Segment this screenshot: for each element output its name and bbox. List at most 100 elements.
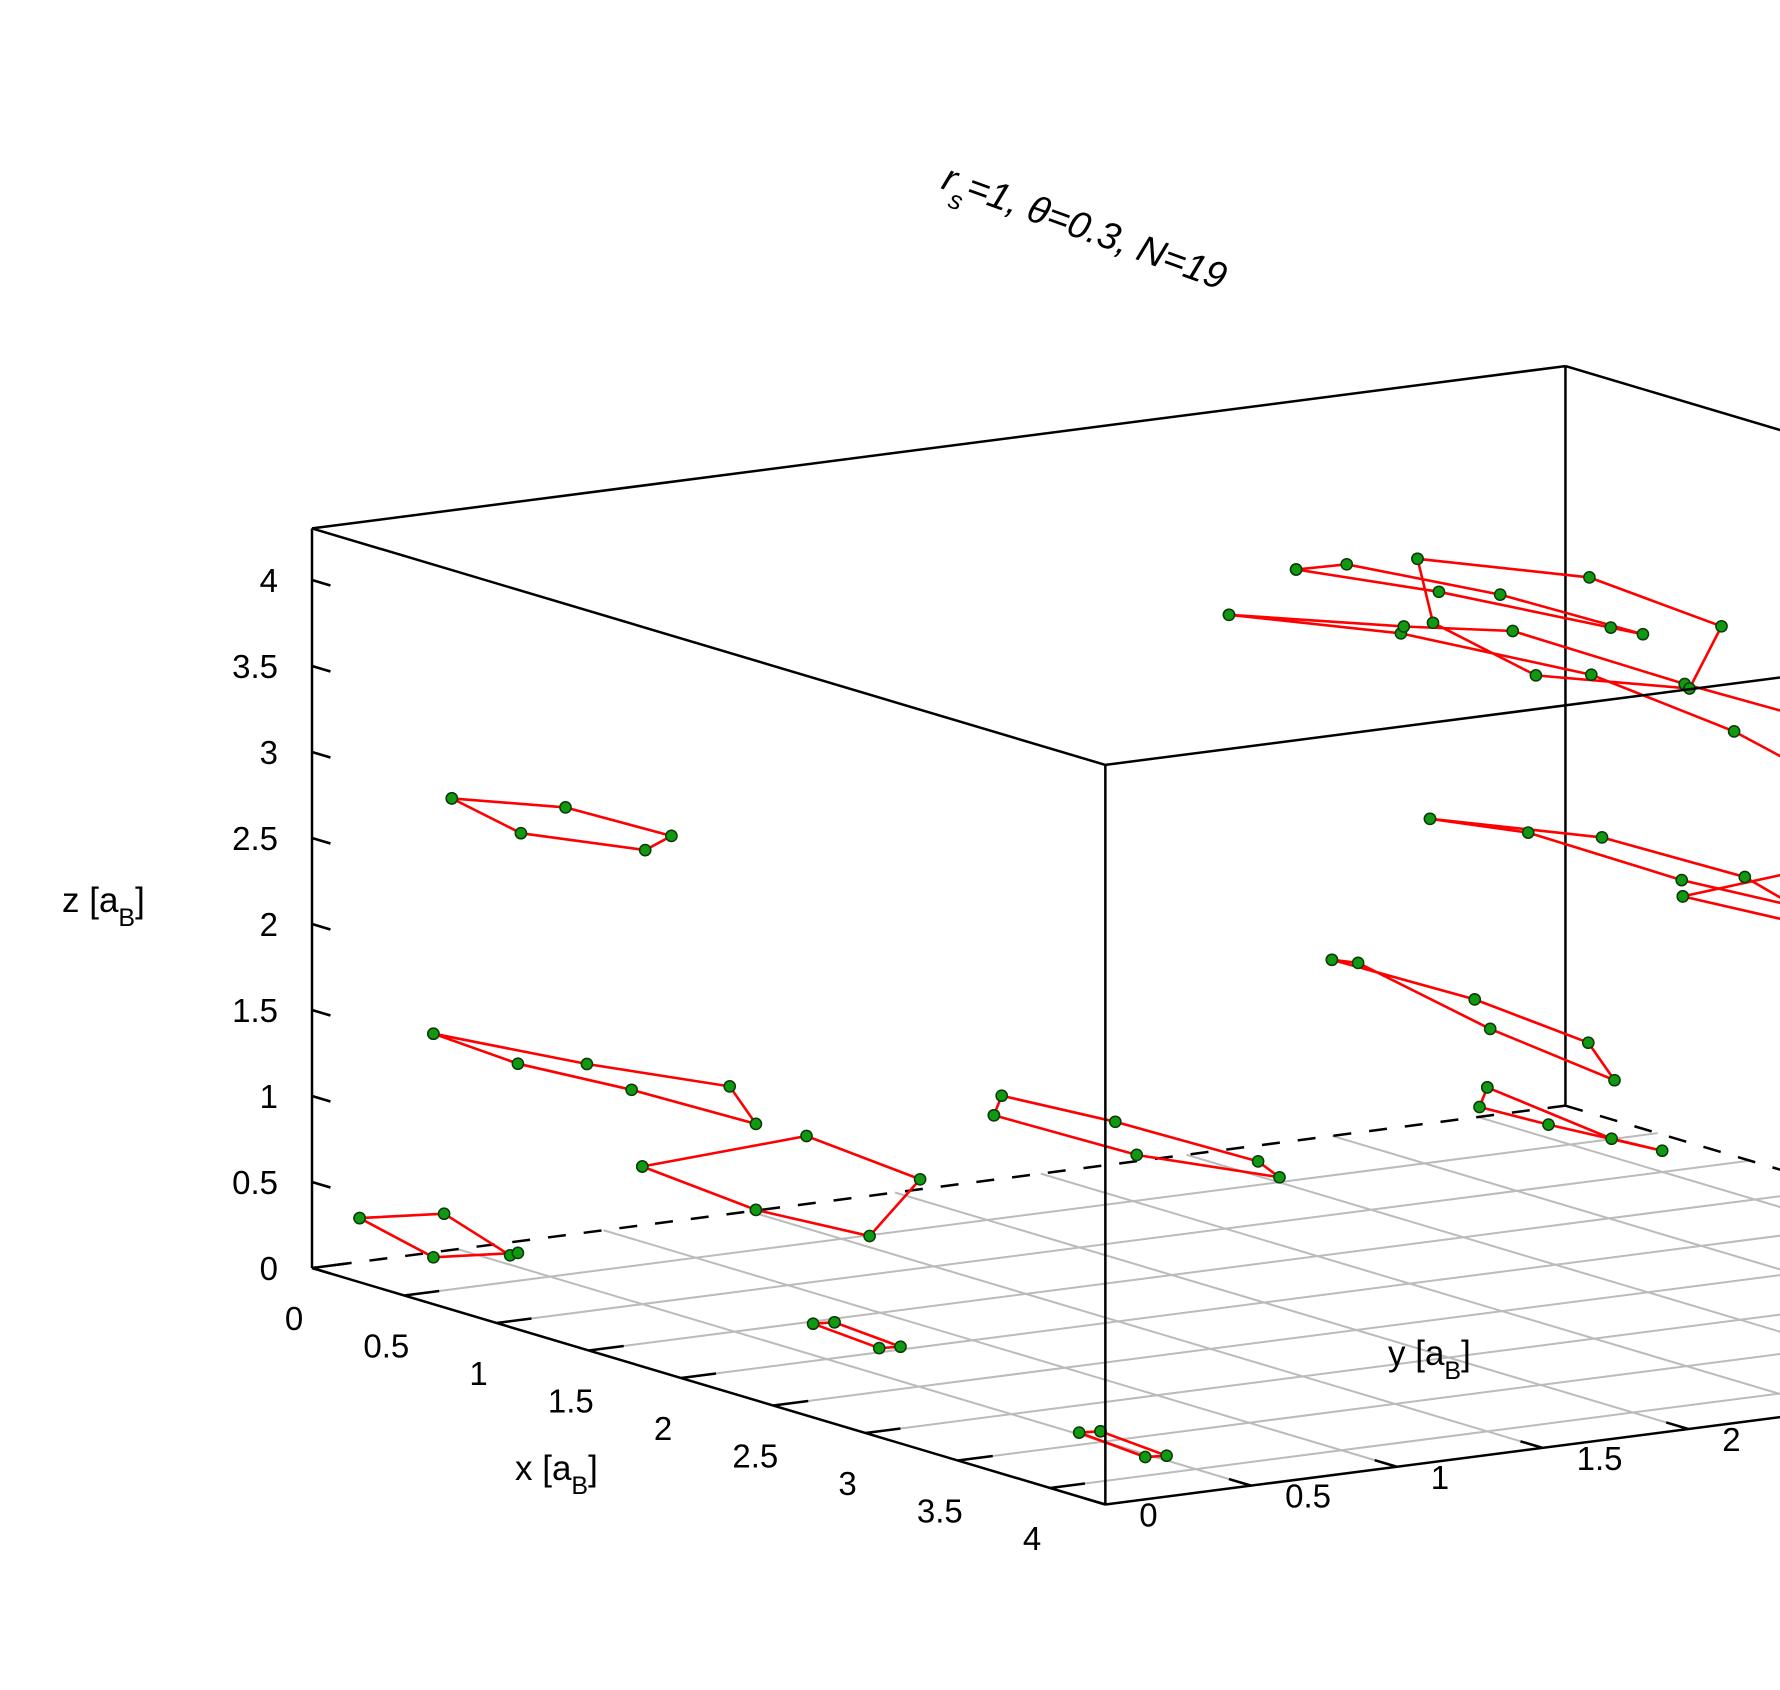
bead-point bbox=[1676, 890, 1690, 903]
bead-point bbox=[1340, 557, 1354, 571]
y-tick bbox=[1082, 1496, 1106, 1506]
bead-point bbox=[1636, 627, 1650, 641]
grid-line-y bbox=[457, 1248, 1252, 1487]
bead-point bbox=[1521, 826, 1535, 839]
y-tick bbox=[1374, 1458, 1398, 1468]
path-segment bbox=[641, 1134, 923, 1238]
bead-point bbox=[427, 1250, 440, 1264]
x-tick bbox=[404, 1289, 440, 1297]
bead-point bbox=[635, 1160, 649, 1173]
bead-point bbox=[1138, 1450, 1152, 1464]
z-tick bbox=[311, 750, 331, 759]
bead-point bbox=[995, 1089, 1009, 1103]
bead-markers bbox=[353, 552, 1752, 1464]
bead-point bbox=[1325, 953, 1339, 967]
bead-point bbox=[1604, 621, 1618, 634]
bead-point bbox=[863, 1229, 876, 1243]
bead-point bbox=[1473, 1100, 1486, 1114]
bead-point bbox=[1727, 725, 1741, 738]
y-tick-label: 1 bbox=[1431, 1459, 1449, 1496]
box-edge bbox=[311, 364, 1566, 530]
bead-point bbox=[353, 1211, 366, 1225]
bead-point bbox=[559, 801, 572, 814]
bead-point bbox=[511, 1246, 525, 1260]
x-tick bbox=[957, 1454, 993, 1462]
z-tick-label: 0.5 bbox=[232, 1164, 278, 1201]
bead-point bbox=[749, 1117, 763, 1131]
grid-line-y bbox=[1186, 1153, 1780, 1333]
z-tick bbox=[311, 1008, 331, 1017]
bead-point bbox=[1273, 1170, 1286, 1184]
path-segment bbox=[358, 1212, 519, 1259]
bead-point bbox=[1072, 1426, 1086, 1439]
y-axis-label: y [aB] bbox=[1388, 1334, 1471, 1385]
box-edge bbox=[1105, 676, 1780, 767]
x-tick-label: 3 bbox=[838, 1465, 856, 1502]
z-tick-label: 0 bbox=[260, 1250, 278, 1287]
z-tick-label: 1.5 bbox=[232, 992, 278, 1029]
bead-point bbox=[514, 826, 528, 840]
bead-point bbox=[1542, 1118, 1555, 1131]
x-tick-label: 2 bbox=[654, 1410, 672, 1447]
z-tick-label: 2 bbox=[260, 906, 278, 943]
grid-line-x bbox=[496, 1159, 1751, 1324]
bead-point bbox=[1251, 1155, 1265, 1168]
grid-line-x bbox=[957, 1353, 1780, 1462]
z-tick bbox=[311, 922, 331, 931]
bead-point bbox=[427, 1027, 440, 1041]
bead-point bbox=[1480, 1081, 1494, 1094]
bead-point bbox=[987, 1108, 1001, 1122]
y-tick bbox=[1228, 1477, 1252, 1487]
bead-point bbox=[638, 843, 652, 857]
path-lines bbox=[358, 557, 1780, 1459]
x-tick bbox=[1049, 1482, 1086, 1490]
grid-line-x bbox=[404, 1132, 1658, 1297]
z-tick bbox=[311, 1180, 331, 1189]
z-tick-label: 3 bbox=[260, 734, 278, 771]
bead-point bbox=[511, 1057, 525, 1071]
y-tick-label: 2 bbox=[1722, 1421, 1740, 1458]
grid-line-y bbox=[748, 1210, 1543, 1449]
box-edge bbox=[311, 1266, 1106, 1506]
bead-point bbox=[723, 1080, 737, 1093]
grid-line-y bbox=[1477, 1116, 1780, 1209]
box-back-floor-edge-x0 bbox=[311, 1104, 1566, 1270]
z-tick bbox=[311, 1266, 331, 1275]
grid-line-x bbox=[680, 1234, 1780, 1379]
grid-line-y bbox=[603, 1229, 1398, 1468]
bead-point bbox=[1108, 1115, 1122, 1129]
box-edge bbox=[1565, 364, 1780, 432]
bead-point bbox=[1529, 669, 1543, 682]
box-edge bbox=[311, 527, 1106, 767]
bead-point bbox=[872, 1341, 886, 1355]
bead-point bbox=[580, 1057, 594, 1071]
bead-point bbox=[1584, 668, 1598, 682]
bead-point bbox=[806, 1317, 820, 1331]
x-tick bbox=[496, 1317, 532, 1325]
path-segment bbox=[432, 1032, 760, 1127]
bead-point bbox=[665, 829, 678, 843]
z-tick bbox=[311, 1094, 331, 1103]
x-tick bbox=[865, 1427, 901, 1435]
x-tick-label: 1 bbox=[469, 1355, 487, 1392]
grid-line-y bbox=[1331, 1134, 1780, 1271]
bead-point bbox=[445, 792, 459, 805]
floor-grid bbox=[404, 1116, 1780, 1489]
x-tick bbox=[311, 1262, 348, 1270]
path-segment bbox=[451, 797, 675, 852]
grid-line-x bbox=[588, 1195, 1780, 1352]
grid-line-y bbox=[1040, 1172, 1780, 1396]
y-tick bbox=[1520, 1440, 1543, 1450]
path-segment bbox=[1477, 1086, 1663, 1152]
bead-point bbox=[1738, 870, 1752, 884]
path-segment bbox=[812, 1321, 901, 1350]
bead-point bbox=[1423, 812, 1437, 826]
z-tick-label: 1 bbox=[260, 1078, 278, 1115]
bead-point bbox=[1483, 1022, 1497, 1036]
bead-point bbox=[1655, 1144, 1669, 1158]
grid-line-x bbox=[1049, 1392, 1780, 1489]
chart-title: rs=1, θ=0.3, N=19 bbox=[933, 157, 1232, 310]
bead-point bbox=[437, 1207, 451, 1221]
bead-point bbox=[1675, 873, 1689, 887]
path-segment bbox=[1228, 613, 1780, 758]
